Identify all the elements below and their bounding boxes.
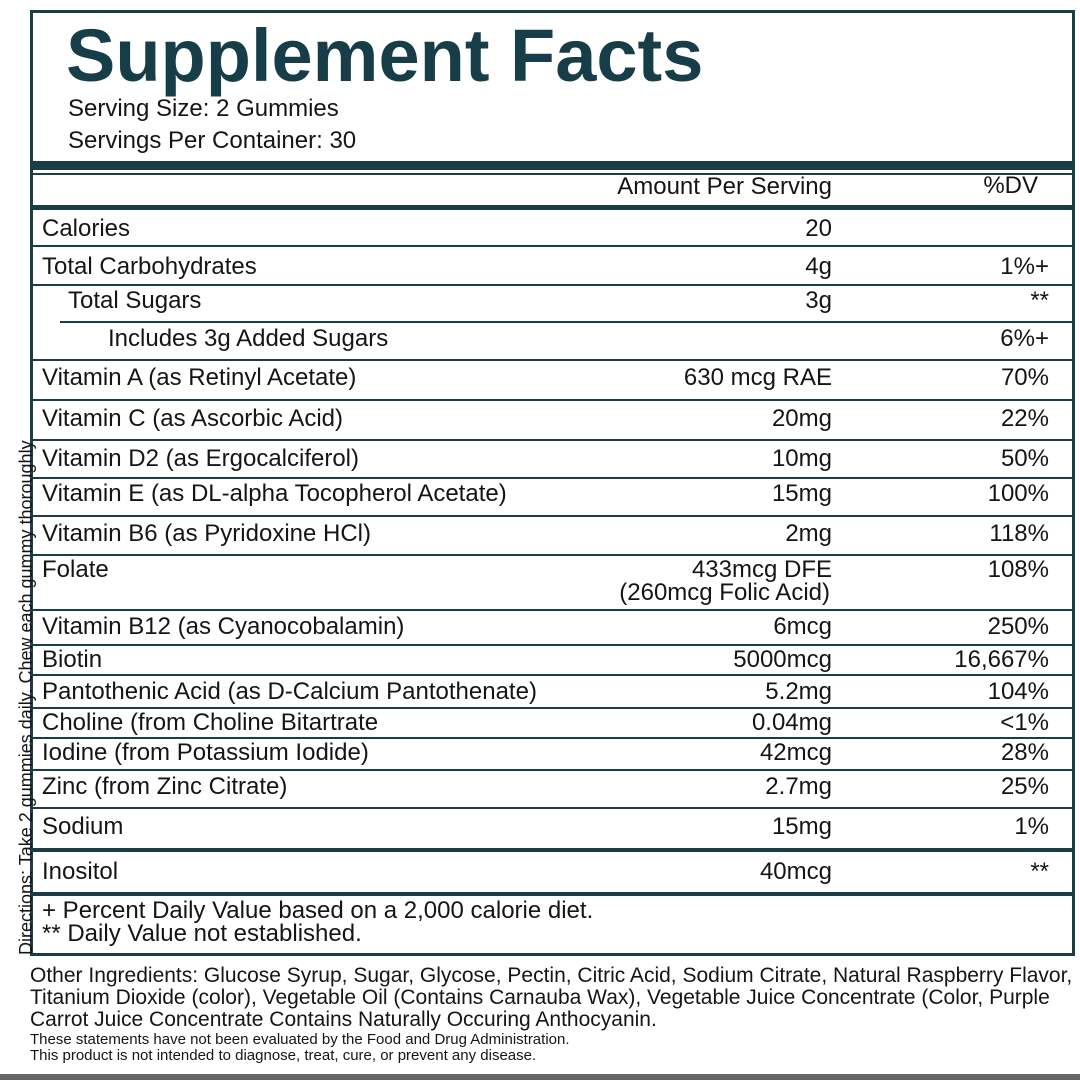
row-amount: 20 [805,215,832,242]
row-dv: 6%+ [1000,325,1049,352]
row-amount: 3g [805,287,832,314]
row-amount: 40mcg [759,858,832,885]
row-dv: 100% [987,480,1049,507]
title: Supplement Facts [66,14,704,97]
border [30,10,33,956]
directions: Directions: Take 2 gummies daily. Chew e… [16,440,36,955]
row-dv: 104% [987,678,1049,705]
border [1072,10,1075,956]
row-label: Vitamin D2 (as Ergocalciferol) [42,445,360,472]
row-amount: 15mg [771,813,832,840]
row-label: Vitamin C (as Ascorbic Acid) [42,405,343,432]
row-dv: ** [1030,858,1049,885]
row-amount: 10mg [771,445,832,472]
rule [30,477,1075,479]
row-amount: 20mg [771,405,832,432]
row-label: Inositol [42,858,119,885]
row-amount: 433mcg DFE [691,556,832,583]
rule [30,609,1075,611]
row-amount: 2.7mg [765,773,832,800]
rule [30,707,1075,709]
row-label: Pantothenic Acid (as D-Calcium Pantothen… [42,678,537,705]
serving-size: Serving Size: 2 Gummies [68,95,339,122]
rule [30,399,1075,401]
rule [30,737,1075,739]
row-dv: 28% [1000,739,1049,766]
other-ingredients: Other Ingredients: Glucose Syrup, Sugar,… [30,964,1073,1031]
servings-per-container: Servings Per Container: 30 [68,127,357,154]
row-label: Vitamin B6 (as Pyridoxine HCl) [42,520,372,547]
row-dv: 22% [1000,405,1049,432]
row-dv: 118% [989,520,1049,547]
thick-rule [30,892,1075,896]
disclaimer: These statements have not been evaluated… [30,1031,570,1048]
row-amount: 2mg [785,520,832,547]
amount-header: Amount Per Serving [617,173,832,200]
row-amount-note: (260mcg Folic Acid) [619,579,830,606]
dv-header: %DV [983,172,1038,199]
rule [30,245,1075,247]
rule [30,674,1075,676]
row-amount: 5.2mg [765,678,832,705]
row-dv: 25% [1000,773,1049,800]
row-label: Biotin [42,646,103,673]
row-label: Calories [42,215,131,242]
row-dv: 1%+ [1000,253,1049,280]
row-label: Vitamin B12 (as Cyanocobalamin) [42,613,405,640]
row-label: Total Sugars [68,287,202,314]
thick-rule [30,848,1075,852]
rule [30,284,1075,286]
disclaimer: This product is not intended to diagnose… [30,1047,537,1064]
border [30,10,1075,13]
row-label: Includes 3g Added Sugars [108,325,389,352]
bottom-bar [0,1074,1080,1080]
row-amount: 5000mcg [733,646,832,673]
rule [30,515,1075,517]
row-label: Sodium [42,813,124,840]
row-dv: 70% [1000,364,1049,391]
row-amount: 0.04mg [751,709,832,736]
row-dv: 108% [987,556,1049,583]
thick-rule [30,161,1075,170]
footnote: + Percent Daily Value based on a 2,000 c… [42,897,594,924]
footnote: ** Daily Value not established. [42,920,362,947]
rule [30,554,1075,556]
row-label: Choline (from Choline Bitartrate [42,709,379,736]
rule [60,321,1075,323]
row-label: Vitamin E (as DL-alpha Tocopherol Acetat… [42,480,507,507]
row-amount: 4g [805,253,832,280]
row-amount: 630 mcg RAE [683,364,832,391]
row-amount: 15mg [771,480,832,507]
rule [30,359,1075,361]
row-label: Folate [42,556,109,583]
rule [30,173,1075,175]
row-label: Total Carbohydrates [42,253,257,280]
row-label: Vitamin A (as Retinyl Acetate) [42,364,357,391]
row-dv: 1% [1014,813,1049,840]
row-label: Iodine (from Potassium Iodide) [42,739,369,766]
rule [30,439,1075,441]
row-dv: ** [1030,287,1049,314]
row-amount: 42mcg [759,739,832,766]
rule [30,644,1075,646]
row-amount: 6mcg [773,613,832,640]
row-dv: 250% [987,613,1049,640]
rule [30,807,1075,809]
border [30,953,1075,956]
row-label: Zinc (from Zinc Citrate) [42,773,288,800]
rule [30,769,1075,771]
thick-rule [30,205,1075,210]
row-dv: <1% [1000,709,1049,736]
row-dv: 16,667% [954,646,1049,673]
row-dv: 50% [1000,445,1049,472]
